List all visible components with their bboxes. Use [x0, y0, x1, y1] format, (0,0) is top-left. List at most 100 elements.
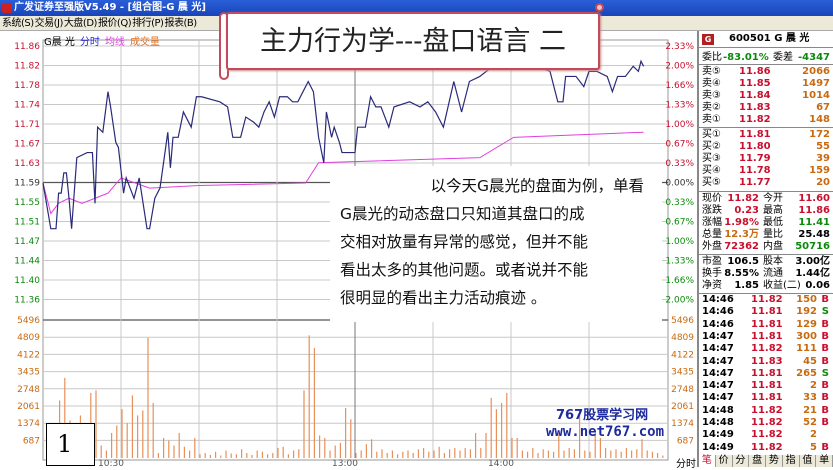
- quote-row: 外盘 72362 内盘 50716: [699, 241, 833, 253]
- sell-level-row[interactable]: 卖④ 11.85 1497: [699, 78, 833, 90]
- buy-level-row[interactable]: 买⑤ 11.77 20: [699, 177, 833, 189]
- tick-time: 14:47: [702, 330, 734, 342]
- sell-level-label: 卖⑤: [702, 66, 721, 77]
- sell-level-label: 卖③: [702, 90, 721, 101]
- buy-level-row[interactable]: 买② 11.80 55: [699, 141, 833, 153]
- panel-tab[interactable]: 价: [716, 455, 733, 467]
- app-icon: [2, 3, 12, 13]
- tick-time: 14:47: [702, 380, 734, 392]
- annotation-line: 看出太多的其他问题。或者说并不能: [340, 261, 589, 279]
- annotation-line: 以今天G晨光的盘面为例，单看: [430, 177, 644, 195]
- stock-header: G 600501 G 晨 光: [699, 33, 833, 47]
- menu-system[interactable]: 系统(S): [2, 18, 34, 29]
- panel-tab[interactable]: 盘: [749, 455, 766, 467]
- menu-quote[interactable]: 报价(Q): [97, 18, 132, 29]
- sell-level-row[interactable]: 卖③ 11.84 1014: [699, 90, 833, 102]
- buy-level-label: 买④: [702, 165, 721, 176]
- sell-volume: 67: [816, 102, 830, 113]
- menu-report[interactable]: 报表(B): [164, 18, 197, 29]
- menu-trade[interactable]: 交易(J): [34, 18, 64, 29]
- average-price-line: [42, 131, 644, 215]
- buy-level-row[interactable]: 买③ 11.79 39: [699, 153, 833, 165]
- buy-level-row[interactable]: 买④ 11.78 159: [699, 165, 833, 177]
- tick-row: 14:47 11.81 300 B: [699, 331, 833, 343]
- pct-tick-label: 0.67%: [665, 140, 694, 150]
- buy-volume: 55: [816, 141, 830, 152]
- quote-panel: G 600501 G 晨 光委比 -83.01% 委差 -4347 卖⑤ 11.86 2066…: [697, 31, 833, 467]
- annotation-line: 很明显的看出主力活动痕迹 。: [340, 289, 547, 307]
- pct-tick-label: 1.66%: [665, 81, 694, 91]
- finance-value: 1.44亿: [795, 268, 830, 279]
- quote-value: 1.98%: [724, 217, 759, 228]
- sell-level-row[interactable]: 卖⑤ 11.86 2066: [699, 66, 833, 78]
- finance-label: 换手: [702, 268, 722, 279]
- panel-tab[interactable]: 分: [733, 455, 750, 467]
- quote-value: 72362: [724, 241, 759, 252]
- buy-volume: 20: [816, 177, 830, 188]
- time-label: 14:00: [488, 459, 514, 467]
- tick-volume: 265: [796, 367, 817, 379]
- buy-level-label: 买①: [702, 129, 721, 140]
- tick-volume: 52: [803, 417, 817, 428]
- quote-row: 涨跌 0.23 最高 11.86: [699, 205, 833, 217]
- menu-market[interactable]: 大盘(D): [63, 18, 98, 29]
- price-tick-label: 11.36: [14, 296, 40, 306]
- panel-tab[interactable]: 势: [766, 455, 783, 467]
- tick-direction: S: [821, 367, 829, 379]
- tick-direction: B: [821, 417, 829, 428]
- volume-tick-label: 4122: [17, 350, 40, 360]
- tick-row: 14:49 11.82 2: [699, 429, 833, 441]
- tick-row: 14:48 11.82 52 B: [699, 417, 833, 429]
- quote-label: 涨幅: [702, 217, 722, 228]
- sell-level-label: 卖④: [702, 78, 721, 89]
- sell-level-row[interactable]: 卖② 11.83 67: [699, 102, 833, 114]
- panel-tab[interactable]: 指: [783, 455, 800, 467]
- sell-price: 11.83: [739, 102, 771, 113]
- tick-direction: B: [821, 294, 829, 305]
- tick-row: 14:47 11.81 265 S: [699, 368, 833, 380]
- tick-direction: B: [821, 318, 829, 330]
- volume-tick-label-right: 687: [677, 436, 694, 446]
- price-tick-label: 11.78: [14, 81, 40, 91]
- panel-tab[interactable]: 笔: [699, 455, 716, 467]
- menu-rank[interactable]: 排行(P): [132, 18, 164, 29]
- quote-label: 外盘: [702, 241, 722, 252]
- divider: [699, 191, 833, 192]
- period-label[interactable]: 分时: [676, 459, 696, 470]
- sell-volume: 1497: [802, 78, 830, 89]
- sell-price: 11.82: [739, 114, 771, 125]
- price-tick-label: 11.59: [14, 179, 40, 189]
- volume-tick-label: 687: [23, 436, 40, 446]
- quote-label: 现价: [702, 193, 722, 204]
- tick-volume: 5: [810, 441, 817, 453]
- quote-value: 50716: [795, 241, 830, 252]
- sell-volume: 1014: [802, 90, 830, 101]
- tick-volume: 192: [796, 306, 817, 318]
- finance-row: 市盈 106.5 股本 3.00亿: [699, 256, 833, 268]
- price-tick-label: 11.86: [14, 42, 40, 52]
- tick-price: 11.82: [751, 417, 783, 428]
- finance-value: 1.85: [734, 280, 759, 291]
- tick-volume: 300: [796, 330, 817, 342]
- panel-tabs: 笔价分盘势指值单: [699, 455, 833, 467]
- volume-tick-label-right: 3435: [671, 368, 694, 378]
- volume-tick-label: 5496: [17, 316, 40, 326]
- panel-tab[interactable]: 值: [800, 455, 817, 467]
- watermark-url: www.net767.com: [546, 424, 665, 440]
- sell-level-row[interactable]: 卖① 11.82 148: [699, 114, 833, 126]
- divider: [699, 47, 833, 48]
- price-tick-label: 11.67: [14, 140, 40, 150]
- pct-tick-label: 2.00%: [665, 62, 694, 72]
- divider: [699, 64, 833, 65]
- panel-tab[interactable]: 单: [816, 455, 833, 467]
- price-tick-label: 11.51: [14, 218, 40, 228]
- finance-label: 收益(二): [763, 280, 801, 291]
- chart-legend: G晨 光 分时 均线 成交量: [44, 33, 160, 48]
- quote-value: 11.86: [798, 205, 830, 216]
- buy-level-row[interactable]: 买① 11.81 172: [699, 129, 833, 141]
- volume-tick-label: 2061: [17, 402, 40, 412]
- price-tick-label: 11.63: [14, 159, 40, 169]
- tick-price: 11.82: [751, 343, 783, 355]
- sell-price: 11.85: [739, 78, 771, 89]
- finance-label: 净资: [702, 280, 722, 291]
